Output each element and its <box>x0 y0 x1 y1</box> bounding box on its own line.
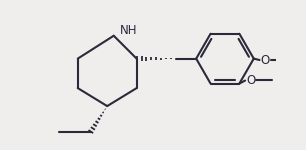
Text: O: O <box>246 74 256 87</box>
Text: O: O <box>261 54 270 66</box>
Text: NH: NH <box>120 24 137 37</box>
